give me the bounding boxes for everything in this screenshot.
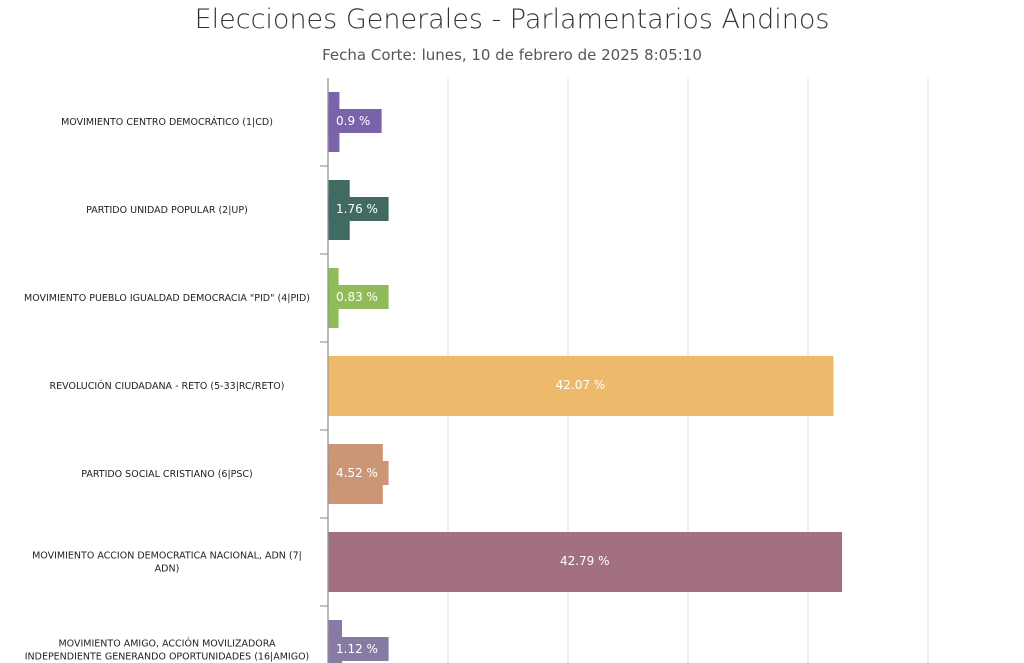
data-label-box — [328, 637, 389, 661]
data-label-box — [328, 109, 382, 133]
data-label: 4.52 % — [336, 466, 378, 480]
category-label: MOVIMIENTO AMIGO, ACCIÓN MOVILIZADORA IND… — [25, 638, 310, 663]
bar — [328, 356, 834, 416]
bar — [328, 532, 843, 592]
category-label: REVOLUCIÓN CIUDADANA - RETO (5-33|RC/RET… — [50, 380, 285, 392]
category-label: PARTIDO SOCIAL CRISTIANO (6|PSC) — [81, 469, 253, 480]
category-label: MOVIMIENTO PUEBLO IGUALDAD DEMOCRACIA "P… — [24, 293, 310, 304]
category-label: PARTIDO UNIDAD POPULAR (2|UP) — [86, 205, 248, 216]
chart-subtitle: Fecha Corte: lunes, 10 de febrero de 202… — [322, 46, 702, 64]
data-label: 0.83 % — [336, 290, 378, 304]
data-label: 1.76 % — [336, 202, 378, 216]
data-label-box — [328, 461, 389, 485]
chart-title: Elecciones Generales - Parlamentarios An… — [194, 4, 830, 35]
data-label-box — [328, 197, 389, 221]
category-label: MOVIMIENTO ACCION DEMOCRATICA NACIONAL, … — [32, 551, 302, 575]
data-label: 42.07 % — [556, 378, 606, 392]
data-label: 42.79 % — [560, 554, 610, 568]
category-label: MOVIMIENTO CENTRO DEMOCRÁTICO (1|CD) — [61, 116, 273, 128]
data-label-box — [328, 285, 389, 309]
data-label: 1.12 % — [336, 642, 378, 656]
data-label: 0.9 % — [336, 114, 370, 128]
